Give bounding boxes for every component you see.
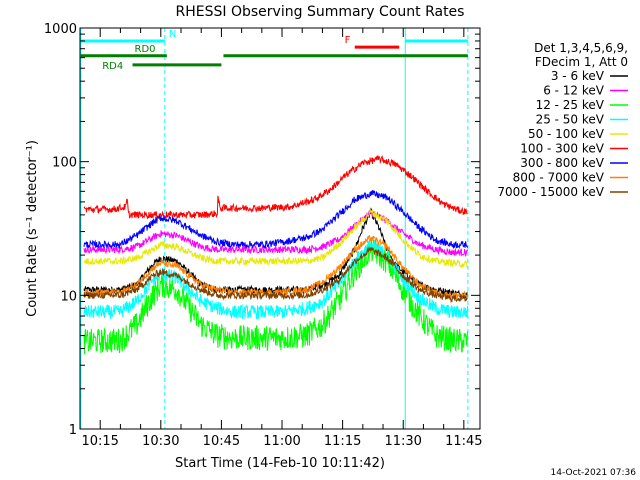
x-tick-label: 11:15 xyxy=(324,434,361,449)
y-tick-label: 100 xyxy=(52,156,77,171)
y-axis-label: Count Rate (s⁻¹ detector⁻¹) xyxy=(25,140,40,317)
series-line-0 xyxy=(83,207,469,299)
legend-entry-5: 100 - 300 keV xyxy=(520,142,604,156)
x-tick-label: 11:00 xyxy=(263,434,300,449)
legend-header: Det 1,3,4,5,6,9, xyxy=(534,41,628,55)
legend-header: FDecim 1, Att 0 xyxy=(535,55,628,69)
legend-entry-0: 3 - 6 keV xyxy=(551,69,605,83)
series-line-7 xyxy=(83,235,469,300)
status-label-n: N xyxy=(169,29,176,40)
legend-entry-1: 6 - 12 keV xyxy=(543,84,605,98)
x-tick-label: 10:45 xyxy=(203,434,240,449)
series-line-8 xyxy=(83,246,468,304)
legend-entry-2: 12 - 25 keV xyxy=(536,98,605,112)
x-axis-label: Start Time (14-Feb-10 10:11:42) xyxy=(175,456,385,471)
series-line-4 xyxy=(83,208,469,269)
x-tick-label: 10:30 xyxy=(142,434,179,449)
y-tick-label: 1 xyxy=(69,423,77,438)
x-tick-label: 11:30 xyxy=(384,434,421,449)
series-line-2 xyxy=(83,237,469,355)
series-line-6 xyxy=(83,190,469,250)
status-label-rd4: RD4 xyxy=(102,61,123,72)
series-line-1 xyxy=(83,209,469,258)
legend-entry-7: 800 - 7000 keV xyxy=(513,171,605,185)
footer-timestamp: 14-Oct-2021 07:36 xyxy=(551,468,637,478)
series-line-5 xyxy=(83,155,468,220)
plot-frame xyxy=(79,27,481,430)
legend-entry-8: 7000 - 15000 keV xyxy=(497,185,604,199)
legend-entry-3: 25 - 50 keV xyxy=(536,113,605,127)
legend-entry-6: 300 - 800 keV xyxy=(520,156,604,170)
y-tick-label: 10 xyxy=(60,289,77,304)
status-label-f: F xyxy=(345,35,351,46)
legend-entry-4: 50 - 100 keV xyxy=(528,127,605,141)
chart-title: RHESSI Observing Summary Count Rates xyxy=(176,4,465,20)
x-tick-label: 11:45 xyxy=(445,434,482,449)
x-tick-label: 10:15 xyxy=(81,434,118,449)
status-label-rd0: RD0 xyxy=(135,44,156,55)
y-tick-label: 1000 xyxy=(44,22,77,37)
